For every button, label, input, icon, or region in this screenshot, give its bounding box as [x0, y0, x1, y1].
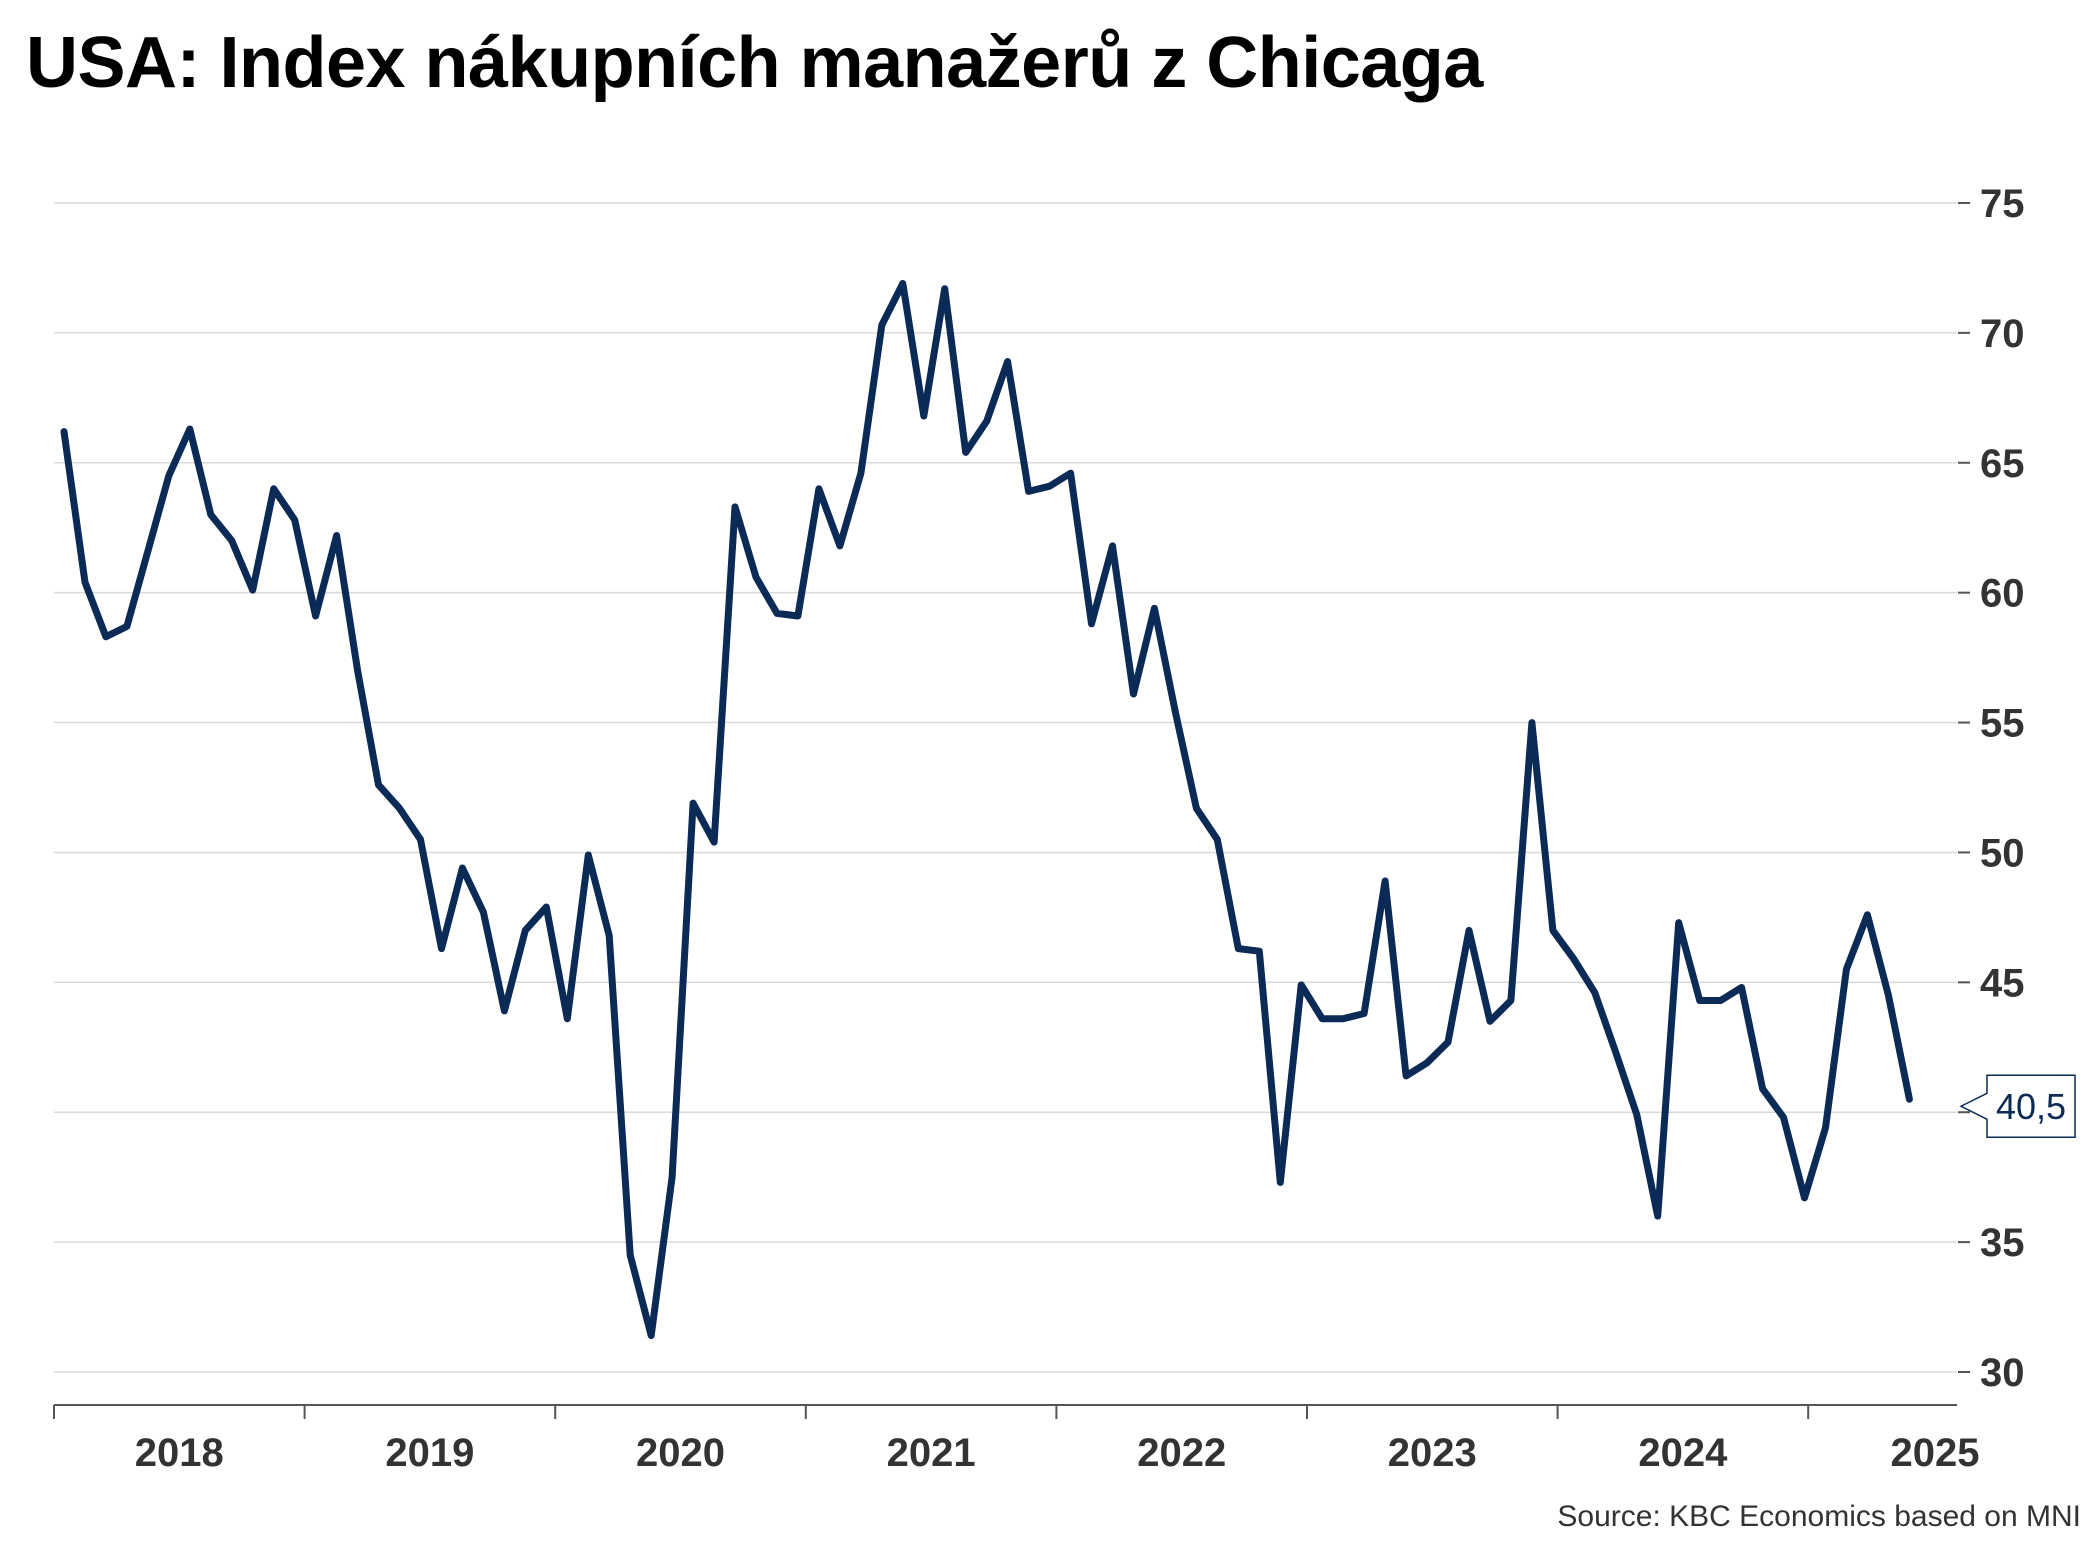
x-tick-label-2022: 2022 — [1137, 1431, 1226, 1475]
last-value-callout: 40,5 — [1959, 1074, 2076, 1138]
y-tick-label-70: 70 — [1980, 312, 2025, 356]
source-note: Source: KBC Economics based on MNI — [1557, 1500, 2081, 1533]
y-tick-label-55: 55 — [1980, 702, 2025, 746]
y-tick-label-75: 75 — [1980, 182, 2025, 226]
x-tick-label-2024: 2024 — [1638, 1431, 1728, 1475]
x-tick-label-2023: 2023 — [1388, 1431, 1477, 1475]
chart-title: USA: Index nákupních manažerů z Chicaga — [26, 23, 1483, 103]
y-tick-label-60: 60 — [1980, 572, 2025, 616]
x-tick-label-2021: 2021 — [887, 1431, 976, 1475]
x-tick-label-2025: 2025 — [1891, 1431, 1980, 1475]
y-tick-label-45: 45 — [1980, 961, 2025, 1005]
x-tick-label-2019: 2019 — [385, 1431, 474, 1475]
y-tick-label-50: 50 — [1980, 831, 2025, 875]
callout-box — [1959, 1074, 2076, 1138]
y-tick-label-65: 65 — [1980, 442, 2025, 486]
series-layer — [60, 280, 1913, 1340]
x-tick-label-2020: 2020 — [636, 1431, 725, 1475]
gridlines — [54, 202, 1957, 1373]
axes: 30 35 45 50 55 60 65 70 75 2018 2019 2020 2021 2022 20… — [53, 182, 2025, 1475]
callout-value: 40,5 — [1996, 1086, 2066, 1127]
series-line — [60, 280, 1913, 1340]
x-tick-label-2018: 2018 — [135, 1431, 224, 1475]
y-tick-label-35: 35 — [1980, 1221, 2025, 1265]
y-tick-label-30: 30 — [1980, 1351, 2025, 1395]
